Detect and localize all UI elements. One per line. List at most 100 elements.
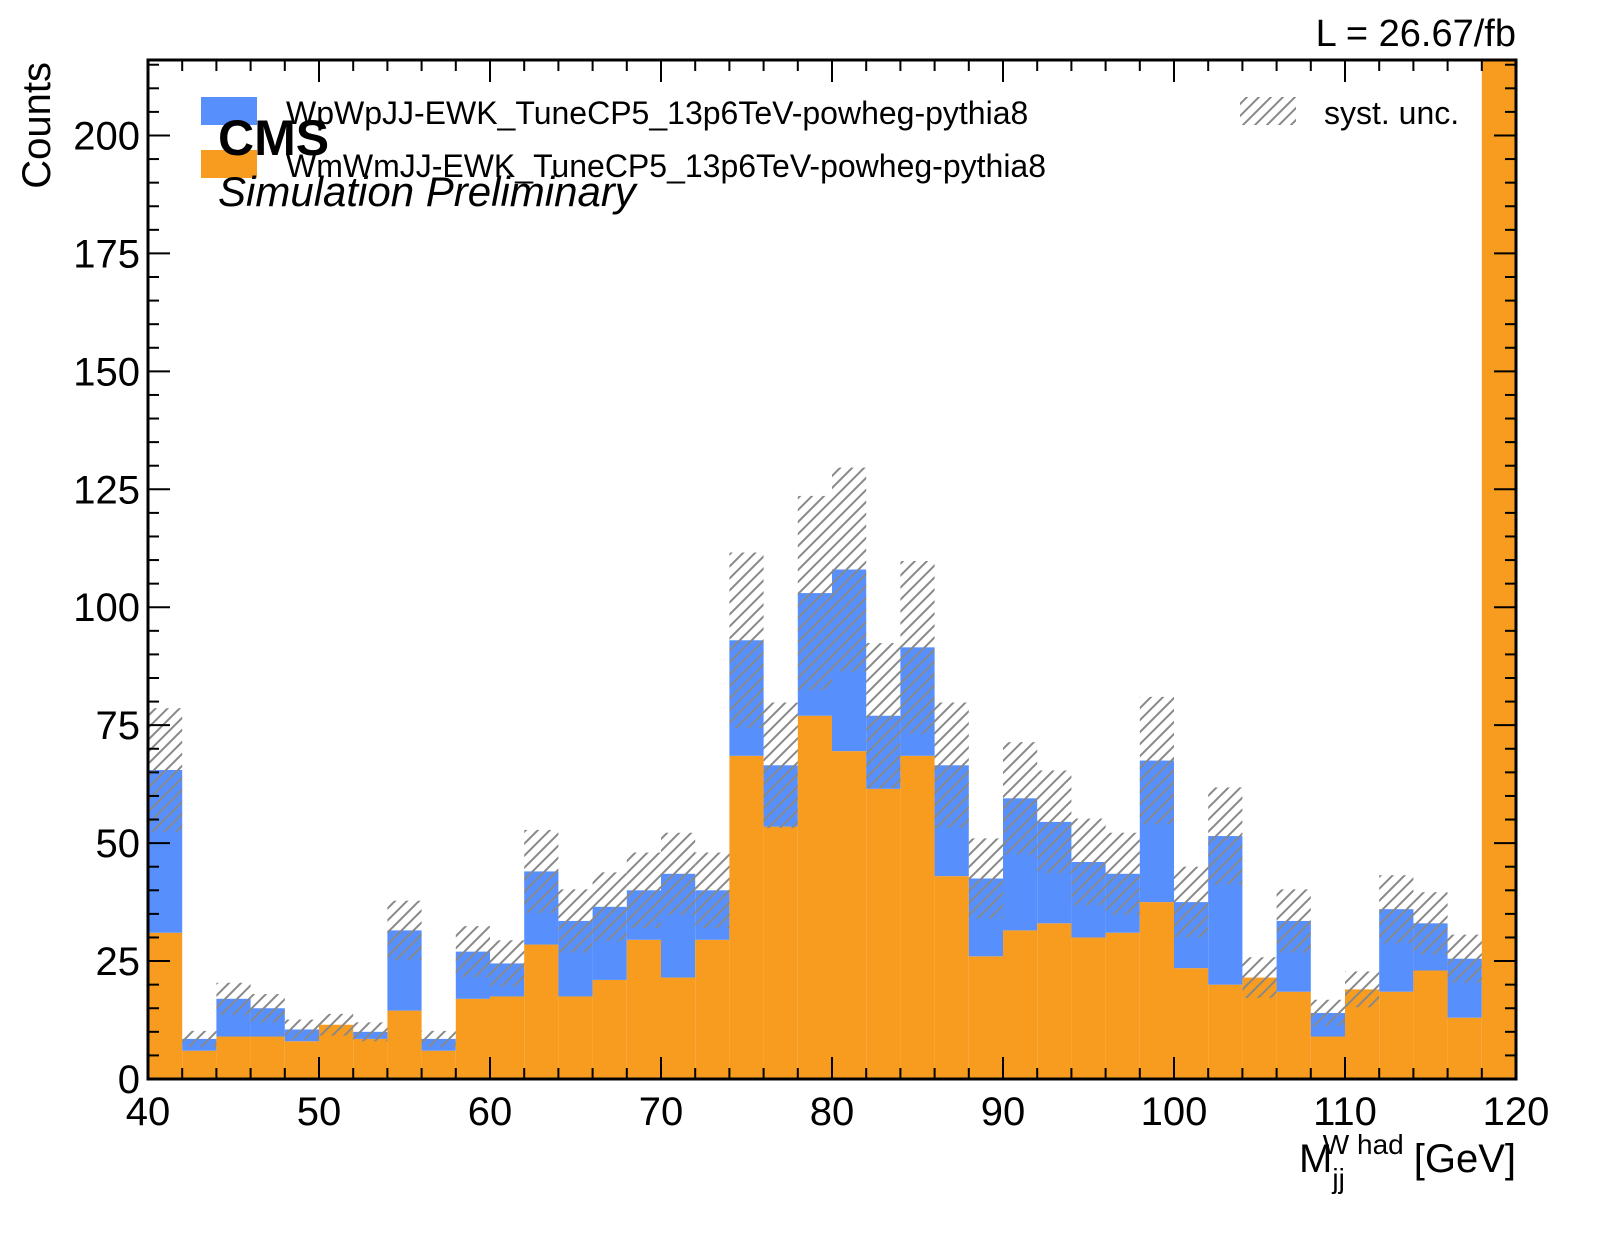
bar-wmwm xyxy=(661,977,696,1079)
syst-unc-band xyxy=(934,702,969,829)
syst-unc-band xyxy=(1447,934,1482,983)
y-tick-label: 125 xyxy=(73,468,140,512)
x-tick-label: 70 xyxy=(639,1090,684,1134)
legend-swatch-wpwp xyxy=(201,97,257,125)
bar-wmwm xyxy=(490,996,525,1079)
legend-label-syst-unc: syst. unc. xyxy=(1324,95,1459,131)
syst-unc-band xyxy=(626,852,661,929)
syst-unc-band xyxy=(695,852,730,929)
y-axis-label: Counts xyxy=(15,62,59,189)
syst-unc-band xyxy=(284,1019,319,1040)
luminosity-label: L = 26.67/fb xyxy=(1316,13,1516,55)
bar-wmwm xyxy=(421,1050,456,1079)
syst-unc-band xyxy=(1208,787,1243,885)
syst-unc-band xyxy=(832,467,867,672)
legend: WpWpJJ-EWK_TuneCP5_13p6TeV-powheg-pythia… xyxy=(201,95,1459,184)
cms-label: CMS xyxy=(218,110,329,166)
syst-unc-band xyxy=(1071,818,1106,906)
y-tick-label: 50 xyxy=(96,822,141,866)
bar-wmwm xyxy=(1071,937,1106,1079)
syst-unc-band xyxy=(900,561,935,734)
bar-wmwm xyxy=(558,996,593,1079)
syst-unc-band xyxy=(1310,999,1345,1027)
y-tick-label: 175 xyxy=(73,232,140,276)
bar-wmwm xyxy=(524,944,559,1079)
x-axis-label-sub: jj xyxy=(1331,1163,1344,1194)
bar-wmwm xyxy=(1447,1017,1482,1079)
syst-unc-band xyxy=(866,643,901,789)
legend-label-wpwp: WpWpJJ-EWK_TuneCP5_13p6TeV-powheg-pythia… xyxy=(286,95,1028,131)
x-axis-label-sup: W had xyxy=(1323,1129,1404,1160)
bar-wmwm xyxy=(1105,932,1140,1079)
syst-unc-band xyxy=(729,552,764,729)
legend-swatch-syst-unc xyxy=(1240,97,1296,125)
plot-frame xyxy=(146,58,1518,1081)
bar-wmwm xyxy=(832,751,867,1079)
bar-wmwm xyxy=(1037,923,1072,1079)
x-tick-label: 60 xyxy=(468,1090,513,1134)
bar-wmwm xyxy=(866,788,901,1079)
x-tick-label: 120 xyxy=(1483,1090,1550,1134)
bar-wmwm xyxy=(1003,930,1038,1079)
y-tick-label: 150 xyxy=(73,350,140,394)
bar-wmwm xyxy=(1310,1036,1345,1079)
bar-wmwm xyxy=(934,876,969,1079)
x-tick-label: 40 xyxy=(126,1090,171,1134)
bar-wmwm xyxy=(353,1038,388,1079)
bar-wmwm xyxy=(592,979,627,1079)
y-tick-label: 200 xyxy=(73,114,140,158)
syst-unc-band xyxy=(1345,971,1380,1008)
syst-unc-band xyxy=(250,994,285,1023)
bar-wmwm xyxy=(900,755,935,1079)
syst-unc-band xyxy=(1003,742,1038,855)
axis-ticks xyxy=(147,60,1517,1080)
bar-wmwm xyxy=(1481,60,1516,1079)
x-tick-label: 110 xyxy=(1313,1090,1377,1134)
bar-wmwm xyxy=(1139,902,1174,1079)
syst-unc-band xyxy=(968,838,1003,919)
syst-unc-band xyxy=(1379,875,1414,944)
legend-label-wmwm: WmWmJJ-EWK_TuneCP5_13p6TeV-powheg-pythia… xyxy=(286,148,1046,184)
syst-unc-band xyxy=(319,1013,354,1036)
x-axis-label-unit: [GeV] xyxy=(1414,1137,1516,1181)
syst-unc-band xyxy=(421,1030,456,1047)
syst-unc-band xyxy=(1276,889,1311,953)
bar-wmwm xyxy=(968,956,1003,1079)
bar-wmwm xyxy=(182,1050,217,1079)
syst-unc-band xyxy=(490,940,525,987)
syst-unc-band xyxy=(387,900,422,961)
syst-unc-band xyxy=(1105,832,1140,915)
syst-unc-band xyxy=(1174,866,1209,938)
x-tick-label: 80 xyxy=(810,1090,855,1134)
bar-wmwm xyxy=(250,1036,285,1079)
bar-wmwm xyxy=(1379,991,1414,1079)
syst-unc-band xyxy=(182,1030,217,1047)
bar-wmwm xyxy=(763,826,798,1079)
bar-wmwm xyxy=(216,1036,251,1079)
legend-swatch-wmwm xyxy=(201,150,257,178)
x-tick-label: 50 xyxy=(297,1090,342,1134)
bar-wmwm xyxy=(695,939,730,1079)
syst-unc-band xyxy=(1037,770,1072,874)
x-axis-label: MjjW had [GeV] xyxy=(1299,1129,1516,1194)
syst-unc-band xyxy=(455,926,490,978)
bar-wmwm xyxy=(797,715,832,1079)
syst-unc-band xyxy=(1139,696,1174,825)
bar-wmwm xyxy=(148,932,183,1079)
stacked-bars xyxy=(148,60,1516,1079)
cms-sublabel: Simulation Preliminary xyxy=(218,168,639,215)
x-tick-label: 100 xyxy=(1141,1090,1208,1134)
bar-wmwm xyxy=(284,1041,319,1079)
systematic-uncertainty-bands xyxy=(148,467,1482,1047)
syst-unc-band xyxy=(558,889,593,953)
y-tick-label: 25 xyxy=(96,940,141,984)
x-tick-labels: 40 50 60 70 80 90 100 110 120 xyxy=(126,1090,1550,1134)
syst-unc-band xyxy=(1242,957,1277,998)
x-axis-label-base: M xyxy=(1299,1137,1332,1181)
syst-unc-band xyxy=(353,1022,388,1042)
syst-unc-band xyxy=(1413,892,1448,955)
bar-wmwm xyxy=(387,1010,422,1079)
bar-wmwm xyxy=(1413,970,1448,1079)
x-tick-label: 90 xyxy=(981,1090,1026,1134)
bar-wmwm xyxy=(729,755,764,1079)
